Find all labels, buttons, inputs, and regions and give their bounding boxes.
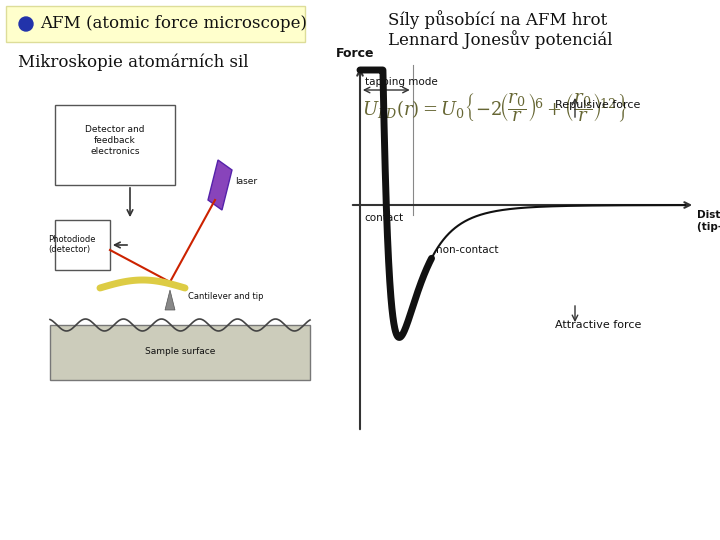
Text: laser: laser — [235, 178, 257, 186]
Text: Mikroskopie atomárních sil: Mikroskopie atomárních sil — [18, 53, 248, 71]
Text: Síly působící na AFM hrot: Síly působící na AFM hrot — [388, 11, 607, 30]
Polygon shape — [208, 160, 232, 210]
Text: tapping mode: tapping mode — [365, 77, 438, 87]
FancyBboxPatch shape — [50, 325, 310, 380]
Text: Force: Force — [336, 47, 374, 60]
FancyBboxPatch shape — [55, 220, 110, 270]
Text: Distance
(tip-to-sample separation): Distance (tip-to-sample separation) — [697, 210, 720, 232]
Text: contact: contact — [364, 213, 403, 223]
FancyBboxPatch shape — [55, 105, 175, 185]
Polygon shape — [165, 290, 175, 310]
FancyBboxPatch shape — [6, 6, 305, 42]
Text: non-contact: non-contact — [436, 245, 498, 254]
Circle shape — [19, 17, 33, 31]
Text: Sample surface: Sample surface — [145, 348, 215, 356]
Text: Lennard Jonesův potenciál: Lennard Jonesův potenciál — [388, 31, 613, 50]
Text: AFM (atomic force microscope): AFM (atomic force microscope) — [40, 16, 307, 32]
Text: Cantilever and tip: Cantilever and tip — [188, 292, 264, 301]
Text: Photodiode
(detector): Photodiode (detector) — [48, 235, 96, 254]
Text: $\mathit{U}_{LD}(\mathit{r}) = \mathit{U}_0\left\{-2\!\left(\dfrac{\mathit{r}_0}: $\mathit{U}_{LD}(\mathit{r}) = \mathit{U… — [362, 91, 628, 125]
Text: Attractive force: Attractive force — [555, 320, 642, 330]
Text: Repulsive force: Repulsive force — [555, 100, 640, 110]
Text: Detector and
feedback
electronics: Detector and feedback electronics — [85, 125, 145, 156]
